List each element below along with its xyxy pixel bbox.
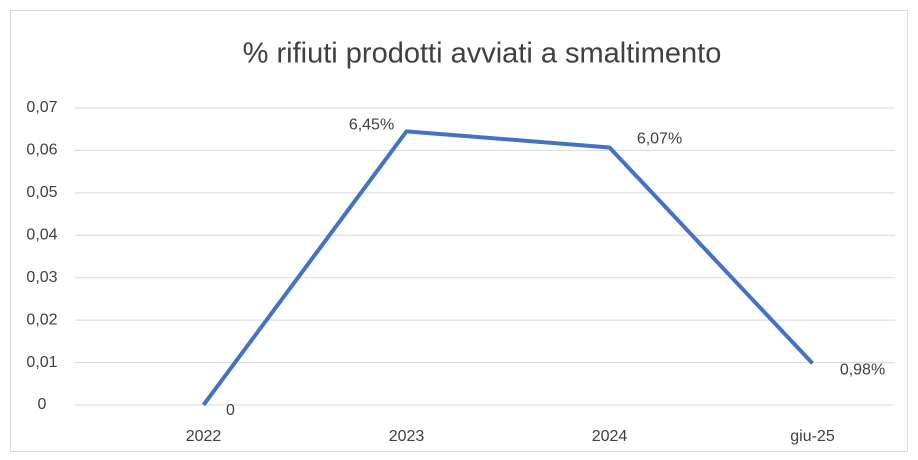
- y-tick-label: 0,03: [26, 269, 57, 286]
- chart-border: [10, 10, 908, 452]
- data-label: 6,45%: [349, 117, 394, 134]
- x-tick-label: 2023: [389, 428, 425, 445]
- x-tick-label: giu-25: [790, 428, 835, 445]
- chart-title: % rifiuti prodotti avviati a smaltimento: [243, 38, 722, 70]
- y-tick-label: 0,06: [26, 142, 57, 159]
- data-label: 6,07%: [637, 131, 682, 148]
- y-tick-label: 0,04: [26, 227, 57, 244]
- data-label: 0: [226, 402, 235, 419]
- y-tick-label: 0,05: [26, 184, 57, 201]
- data-label: 0,98%: [840, 362, 885, 379]
- y-tick-label: 0: [38, 396, 47, 413]
- y-tick-label: 0,01: [26, 354, 57, 371]
- y-tick-label: 0,02: [26, 311, 57, 328]
- x-tick-label: 2024: [592, 428, 628, 445]
- y-tick-label: 0,07: [26, 99, 57, 116]
- x-tick-label: 2022: [186, 428, 222, 445]
- data-line: [201, 129, 814, 407]
